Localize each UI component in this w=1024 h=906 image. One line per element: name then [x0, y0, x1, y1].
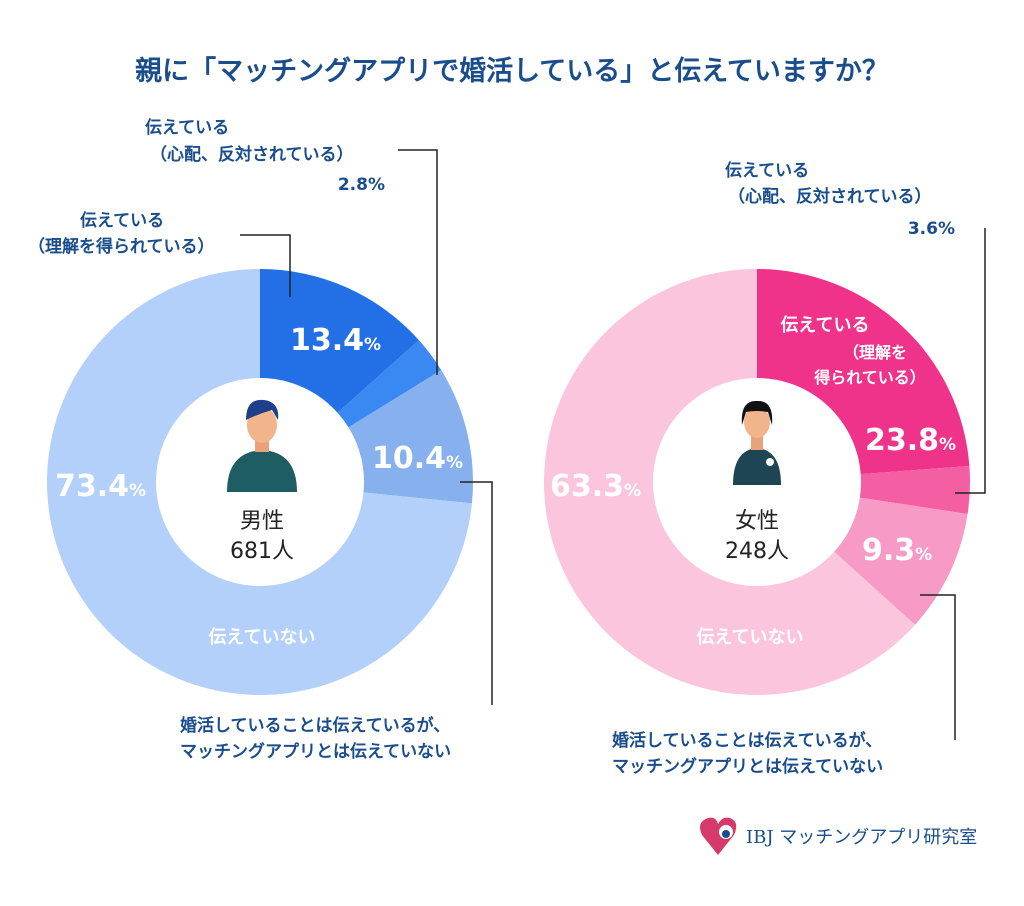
value-label: 73.4: [55, 469, 129, 504]
unit: %: [364, 335, 381, 355]
female-count: 248人: [725, 539, 789, 564]
donut-slice: [543, 269, 915, 696]
donut-slice: [47, 269, 472, 695]
value-label: 23.8: [865, 423, 939, 458]
donut-slice: [348, 370, 473, 504]
label: 伝えていない: [696, 626, 803, 648]
label: 伝えている: [80, 210, 164, 231]
value-label: 3.6%: [908, 219, 955, 239]
female-label: 女性: [735, 509, 779, 534]
female-annotations: 伝えている （心配、反対されている） 3.6% 婚活していることは伝えているが、…: [612, 160, 955, 777]
unit: %: [446, 453, 463, 473]
label: マッチングアプリとは伝えていない: [612, 756, 883, 777]
center-labels: 男性 681人 女性 248人: [230, 509, 789, 564]
leader-line: [398, 149, 438, 375]
value-label: 2.8%: [338, 175, 385, 195]
female-person-icon: [733, 400, 781, 485]
donut-female: [543, 269, 970, 696]
label: 伝えている: [725, 160, 809, 181]
donut-slice: [757, 269, 970, 475]
leader-lines: [240, 149, 986, 740]
unit: %: [939, 435, 956, 455]
label: 婚活していることは伝えているが、: [180, 715, 450, 736]
label: 得られている）: [813, 368, 926, 387]
ring-labels: 13.4% 10.4% 73.4% 伝えていない 伝えている （理解を 得られて…: [55, 314, 956, 648]
svg-text:9.3%: 9.3%: [862, 533, 932, 568]
logo: IBJ マッチングアプリ研究室: [700, 817, 977, 855]
value-label: 9.3: [862, 533, 915, 568]
label: マッチングアプリとは伝えていない: [180, 741, 451, 762]
svg-text:63.3%: 63.3%: [550, 469, 641, 504]
donut-slice: [834, 497, 968, 625]
svg-text:23.8%: 23.8%: [865, 423, 956, 458]
unit: %: [129, 481, 146, 501]
label: （心配、反対されている）: [150, 144, 354, 165]
male-annotations: 伝えている （心配、反対されている） 2.8% 伝えている （理解を得られている…: [28, 117, 451, 762]
male-person-icon: [227, 399, 297, 492]
leader-line: [955, 228, 986, 494]
svg-text:73.4%: 73.4%: [55, 469, 146, 504]
unit: %: [624, 481, 641, 501]
male-label: 男性: [240, 509, 284, 534]
donut-slice: [859, 465, 970, 514]
donut-male: [47, 269, 473, 695]
label: 伝えている: [145, 117, 229, 138]
chart-title: 親に「マッチングアプリで婚活している」と伝えていますか？: [135, 55, 889, 87]
leader-line: [460, 481, 493, 705]
value-label: 63.3: [550, 469, 624, 504]
leader-line: [240, 234, 291, 297]
label: （理解を得られている）: [28, 236, 215, 257]
label: （心配、反対されている）: [728, 186, 932, 207]
label: 伝えている: [780, 314, 869, 336]
label: （理解を: [843, 343, 907, 362]
label: 婚活していることは伝えているが、: [612, 730, 882, 751]
unit: %: [915, 545, 932, 565]
label: 伝えていない: [208, 626, 315, 648]
male-count: 681人: [230, 539, 294, 564]
value-label: 13.4: [290, 323, 364, 358]
donut-slice: [337, 340, 442, 428]
leader-line: [920, 594, 956, 740]
donut-slice: [260, 269, 419, 413]
value-label: 10.4: [372, 441, 446, 476]
logo-text: IBJ マッチングアプリ研究室: [746, 827, 977, 848]
svg-text:10.4%: 10.4%: [372, 441, 463, 476]
svg-text:13.4%: 13.4%: [290, 323, 381, 358]
